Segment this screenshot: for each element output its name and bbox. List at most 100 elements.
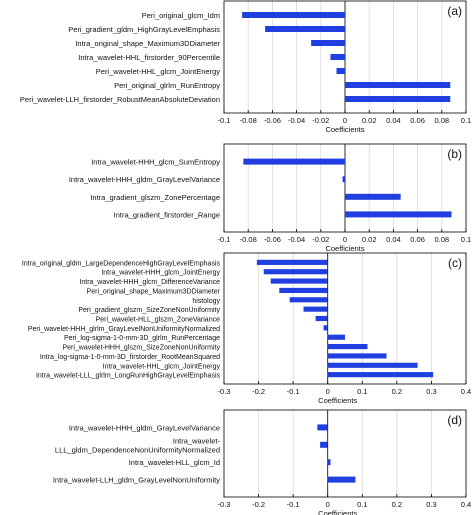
- x-tick-label: 0.3: [426, 500, 436, 509]
- x-tick-label: -0.1: [287, 387, 300, 396]
- panel-label: (a): [447, 4, 462, 18]
- category-label: LLL_gldm_DependenceNonUniformityNormaliz…: [55, 445, 220, 454]
- bar: [317, 424, 328, 431]
- bar: [315, 315, 328, 322]
- panel-c: -0.3 -0.2 -0.1 0 0.1 0.2 0.3 0.4 Coefficients (c)…: [22, 252, 471, 405]
- x-tick-label: 0.3: [426, 387, 436, 396]
- x-tick-label: 0.2: [392, 387, 402, 396]
- bar: [345, 211, 452, 218]
- x-tick-label: -0.06: [264, 235, 281, 244]
- category-label: Intra_wavelet-HHL_firstorder_90Percentil…: [78, 53, 220, 62]
- x-tick-label: 0: [343, 116, 347, 125]
- bar: [345, 82, 451, 88]
- bar: [327, 334, 345, 340]
- x-tick-label: 0.04: [386, 235, 401, 244]
- category-label: histology: [192, 298, 220, 305]
- x-tick-label: -0.02: [312, 116, 329, 125]
- category-label: Intra_wavelet-HLL_glcm_Id: [129, 458, 220, 467]
- x-tick-label: -0.02: [312, 235, 329, 244]
- x-tick-label: 0.08: [434, 116, 449, 125]
- x-tick-label: 0.1: [461, 116, 471, 125]
- category-label: Peri_original_glrlm_RunEntropy: [114, 81, 220, 90]
- bar: [323, 325, 328, 331]
- category-label: Peri_original_glcm_Idm: [142, 11, 220, 20]
- category-label: Intra_original_shape_Maximum3DDiameter: [75, 39, 220, 48]
- category-label: Intra_gradient_firstorder_Range: [114, 210, 220, 219]
- x-tick-label: 0.04: [386, 116, 401, 125]
- x-tick-label: -0.08: [240, 235, 257, 244]
- panel-label: (d): [447, 413, 462, 427]
- x-tick-label: -0.1: [218, 116, 231, 125]
- x-tick-label: 0.1: [357, 500, 367, 509]
- x-tick-label: 0.02: [362, 116, 377, 125]
- bar: [327, 476, 356, 483]
- category-label: Peri_gradient_glszm_SizeZoneNonUniformit…: [78, 307, 220, 314]
- bar: [303, 306, 328, 312]
- bar: [336, 68, 345, 74]
- bar: [327, 362, 418, 368]
- x-tick-label: 0.4: [461, 387, 471, 396]
- x-axis-label: Coefficients: [318, 396, 357, 405]
- category-label: Intra_wavelet-LLH_gldm_GrayLevelNonUnifo…: [53, 476, 220, 485]
- bar: [242, 12, 345, 18]
- category-label: Peri_log-sigma-1-0-mm-3D_glrlm_RunPercen…: [64, 335, 220, 342]
- panel-a: -0.1 -0.08 -0.06 -0.04 -0.02 0 0.02 0.04 0.06 0.0…: [20, 0, 471, 134]
- x-tick-label: 0: [343, 235, 347, 244]
- bar: [345, 96, 451, 102]
- category-label: Intra_gradient_glszm_ZonePercentage: [90, 193, 220, 202]
- bar: [270, 278, 328, 284]
- panel-label: (b): [447, 147, 462, 161]
- category-label: Intra_log-sigma-1-0-mm-3D_firstorder_Roo…: [40, 354, 220, 361]
- x-tick-label: 0.2: [392, 500, 402, 509]
- panel-b: -0.1 -0.08 -0.06 -0.04 -0.02 0 0.02 0.04 0.06 0.0…: [69, 143, 471, 253]
- category-label: Intra_original_gldm_LargeDependenceHighG…: [22, 260, 221, 267]
- category-label: Peri_wavelet-HLL_glszm_ZoneVariance: [96, 317, 220, 324]
- bar: [342, 176, 345, 183]
- x-tick-label: 0: [326, 500, 330, 509]
- bar: [265, 26, 345, 32]
- x-tick-label: -0.1: [218, 235, 231, 244]
- x-tick-label: -0.3: [218, 387, 231, 396]
- bar: [320, 441, 328, 448]
- category-label: Peri_wavelet-HHH_glrlm_GrayLevelNonUnifo…: [28, 326, 220, 333]
- category-label: Intra_wavelet-LLL_glrlm_LongRunHighGrayL…: [36, 373, 221, 380]
- x-axis-label: Coefficients: [318, 509, 357, 515]
- plot-frame: [223, 252, 467, 385]
- category-label: Peri_wavelet-LLH_firstorder_RobustMeanAb…: [20, 95, 220, 104]
- x-tick-label: 0.06: [410, 116, 425, 125]
- category-label: Intra_wavelet-HHL_glcm_JointEnergy: [103, 363, 221, 370]
- bar: [327, 459, 331, 466]
- x-tick-label: -0.06: [264, 116, 281, 125]
- bar: [345, 193, 401, 200]
- x-axis-label: Coefficients: [325, 125, 364, 134]
- bar: [330, 54, 345, 60]
- panel-label: (c): [448, 256, 462, 270]
- bar: [327, 353, 387, 359]
- x-tick-label: 0.1: [357, 387, 367, 396]
- x-tick-label: 0.06: [410, 235, 425, 244]
- category-label: Peri_gradient_gldm_HighGrayLevelEmphasis: [68, 25, 220, 34]
- x-tick-label: 0.02: [362, 235, 377, 244]
- bar: [279, 287, 328, 294]
- category-label: Intra_wavelet-HHH_glcm_SumEntropy: [91, 158, 220, 167]
- x-tick-label: 0: [326, 387, 330, 396]
- x-tick-label: 0.4: [461, 500, 471, 509]
- category-label: Intra_wavelet-HHH_glcm_DifferenceVarianc…: [79, 279, 220, 286]
- bar: [243, 158, 345, 165]
- x-tick-label: -0.1: [287, 500, 300, 509]
- x-axis-label: Coefficients: [325, 244, 364, 253]
- category-label: Intra_wavelet-HHH_gldm_GrayLevelVariance: [69, 175, 220, 184]
- x-tick-label: -0.08: [240, 116, 257, 125]
- bar: [256, 259, 328, 265]
- category-label: Peri_original_shape_Maximum3DDiameter: [87, 288, 221, 295]
- x-tick-label: -0.2: [252, 387, 265, 396]
- category-label: Intra_wavelet-HHH_glcm_JointEnergy: [101, 270, 220, 277]
- x-tick-label: 0.08: [434, 235, 449, 244]
- plot-frame: [223, 409, 467, 498]
- category-label: Peri_wavelet-HHH_glszm_SizeZoneNonUnifor…: [62, 345, 220, 352]
- bar: [327, 343, 368, 350]
- x-tick-label: -0.2: [252, 500, 265, 509]
- category-label: Intra_wavelet-HHH_gldm_GrayLevelVariance: [69, 423, 220, 432]
- x-tick-label: -0.3: [218, 500, 231, 509]
